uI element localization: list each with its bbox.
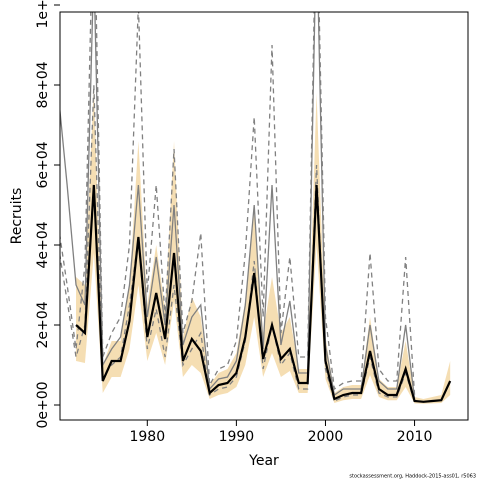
series-line	[60, 12, 416, 396]
y-tick-label: 1e+05	[35, 0, 51, 29]
x-tick-label: 2000	[308, 429, 344, 445]
y-tick-label: 6e+04	[35, 141, 51, 188]
y-tick-label: 2e+04	[35, 301, 51, 348]
plot-frame	[59, 11, 469, 421]
y-axis-label: Recruits	[9, 188, 25, 245]
x-tick-label: 1990	[219, 429, 255, 445]
x-tick-label: 1980	[129, 429, 165, 445]
series-line	[60, 84, 416, 402]
y-tick-label: 8e+04	[35, 61, 51, 108]
x-tick-label: 2010	[397, 429, 433, 445]
y-tick-label: 4e+04	[35, 221, 51, 268]
x-axis-label: Year	[248, 453, 279, 469]
y-tick-label: 0e+00	[35, 381, 51, 428]
plot-area	[60, 12, 452, 404]
footnote: stockassessment.org, Haddock-2015-ass01,…	[349, 474, 476, 480]
series-line	[75, 184, 452, 403]
series-line	[60, 12, 416, 400]
